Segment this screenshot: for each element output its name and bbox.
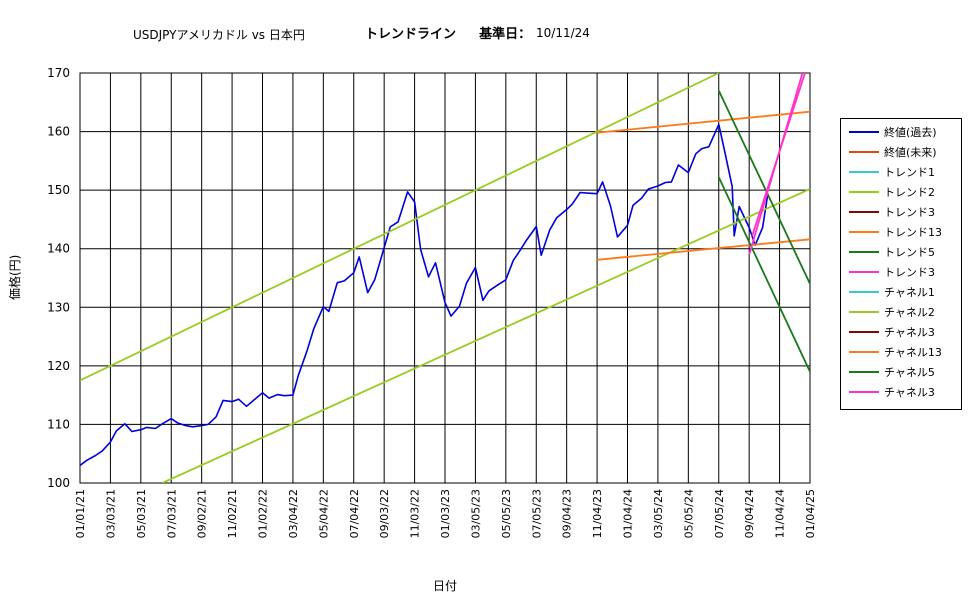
legend-swatch xyxy=(849,191,879,193)
legend-item: チャネル1 xyxy=(841,283,961,301)
y-tick-label: 140 xyxy=(47,242,70,256)
legend-item: チャネル2 xyxy=(841,303,961,321)
x-tick-label: 05/03/21 xyxy=(135,489,148,538)
y-tick-label: 160 xyxy=(47,125,70,139)
legend-label: チャネル1 xyxy=(884,286,935,299)
legend-item: トレンド3 xyxy=(841,203,961,221)
legend-item: トレンド13 xyxy=(841,223,961,241)
base-date-label: 基準日： xyxy=(479,27,532,42)
legend-item: 終値(過去) xyxy=(841,123,961,141)
legend-item: チャネル13 xyxy=(841,343,961,361)
y-tick-label: 120 xyxy=(47,359,70,373)
x-tick-label: 05/04/22 xyxy=(317,489,330,538)
legend-swatch xyxy=(849,291,879,293)
x-tick-label: 09/03/22 xyxy=(378,489,391,538)
legend-item: トレンド5 xyxy=(841,243,961,261)
x-tick-label: 11/04/24 xyxy=(774,489,787,538)
x-tick-label: 11/04/23 xyxy=(591,489,604,538)
x-tick-label: 07/03/21 xyxy=(165,489,178,538)
legend-label: チャネル13 xyxy=(884,346,942,359)
legend-label: トレンド1 xyxy=(884,166,935,179)
legend-label: 終値(過去) xyxy=(884,126,937,139)
x-tick-label: 05/05/24 xyxy=(682,489,695,538)
x-tick-label: 07/05/23 xyxy=(530,489,543,538)
x-tick-label: 09/04/23 xyxy=(561,489,574,538)
legend-swatch xyxy=(849,231,879,233)
series-line-8 xyxy=(751,73,806,237)
legend-label: チャネル3 xyxy=(884,386,935,399)
legend-swatch xyxy=(849,351,879,353)
legend-item: 終値(未来) xyxy=(841,143,961,161)
legend-item: チャネル5 xyxy=(841,363,961,381)
series-line-1 xyxy=(80,73,720,382)
series-line-4 xyxy=(597,238,810,261)
legend-label: トレンド2 xyxy=(884,186,935,199)
chart-kind-text: トレンドライン xyxy=(365,27,457,42)
legend-item: チャネル3 xyxy=(841,383,961,401)
legend-swatch xyxy=(849,311,879,313)
legend-label: トレンド13 xyxy=(884,226,942,239)
legend-item: チャネル3 xyxy=(841,323,961,341)
x-tick-label: 11/02/21 xyxy=(226,489,239,538)
plot-frame xyxy=(79,72,811,484)
legend-item: トレンド2 xyxy=(841,183,961,201)
x-tick-label: 09/02/21 xyxy=(196,489,209,538)
legend-label: トレンド5 xyxy=(884,246,935,259)
series-line-close-past xyxy=(80,123,769,467)
legend-label: チャネル2 xyxy=(884,306,935,319)
chart-title-pair: USDJPYアメリカドル vs 日本円 xyxy=(133,28,305,42)
legend-swatch xyxy=(849,251,879,253)
series-line-3 xyxy=(597,110,810,134)
legend-swatch xyxy=(849,271,879,273)
legend-swatch xyxy=(849,331,879,333)
legend-label: 終値(未来) xyxy=(884,146,937,159)
legend-swatch xyxy=(849,131,879,133)
x-tick-label: 01/01/21 xyxy=(74,489,87,538)
x-tick-label: 01/02/22 xyxy=(257,489,270,538)
x-tick-label: 03/03/21 xyxy=(104,489,117,538)
series-line-5 xyxy=(717,90,810,285)
legend-label: チャネル3 xyxy=(884,326,935,339)
legend: 終値(過去) 終値(未来) トレンド1 トレンド2 トレンド3 トレンド13 トレンド5 トレ… xyxy=(840,118,962,410)
x-tick-label: 07/05/24 xyxy=(713,489,726,538)
x-tick-label: 01/04/24 xyxy=(622,489,635,538)
series-line-6 xyxy=(717,176,810,373)
y-tick-label: 100 xyxy=(47,476,70,490)
chart-title-kind: トレンドライン 基準日： xyxy=(365,23,531,42)
legend-item: トレンド3 xyxy=(841,263,961,281)
x-axis-label: 日付 xyxy=(433,579,458,593)
legend-swatch xyxy=(849,211,879,213)
x-tick-label: 03/05/24 xyxy=(652,489,665,538)
legend-label: トレンド3 xyxy=(884,266,935,279)
x-tick-label: 03/04/22 xyxy=(287,489,300,538)
x-tick-label: 01/04/25 xyxy=(804,489,817,538)
legend-swatch xyxy=(849,151,879,153)
legend-swatch xyxy=(849,391,879,393)
y-tick-label: 130 xyxy=(47,300,70,314)
series-line-2 xyxy=(161,188,810,483)
x-tick-label: 07/04/22 xyxy=(348,489,361,538)
legend-swatch xyxy=(849,171,879,173)
legend-item: トレンド1 xyxy=(841,163,961,181)
legend-label: チャネル5 xyxy=(884,366,935,379)
legend-swatch xyxy=(849,371,879,373)
x-tick-label: 05/05/23 xyxy=(500,489,513,538)
x-tick-label: 09/04/24 xyxy=(743,489,756,538)
y-tick-label: 170 xyxy=(47,66,70,80)
base-date-value: 10/11/24 xyxy=(536,26,590,40)
legend-label: トレンド3 xyxy=(884,206,935,219)
x-tick-label: 11/03/22 xyxy=(409,489,422,538)
x-tick-label: 01/03/23 xyxy=(439,489,452,538)
y-tick-label: 110 xyxy=(47,417,70,431)
x-tick-label: 03/05/23 xyxy=(469,489,482,538)
y-tick-label: 150 xyxy=(47,183,70,197)
